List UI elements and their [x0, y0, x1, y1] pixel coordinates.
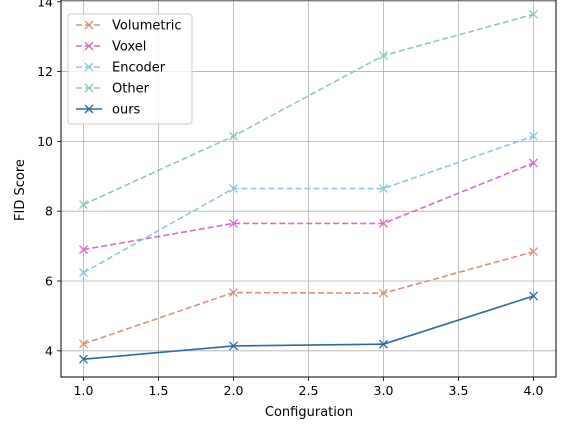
y-axis-label: FID Score [13, 159, 28, 221]
y-tick-label: 8 [45, 204, 53, 219]
x-tick-label: 2.5 [299, 383, 319, 398]
series-line-voxel [83, 162, 534, 251]
legend-item-ours: ours [76, 103, 141, 118]
series-lines [79, 9, 538, 364]
series-line-encoder [83, 135, 534, 274]
data-point-voxel [379, 218, 388, 228]
y-tick-label: 14 [37, 0, 53, 9]
data-point-volumetric [379, 288, 388, 298]
data-point-volumetric [529, 247, 538, 257]
data-point-ours [529, 291, 538, 301]
legend-item-voxel: Voxel [76, 40, 146, 55]
legend-label: Volumetric [112, 19, 182, 34]
data-point-encoder [79, 268, 88, 278]
data-point-volumetric [79, 339, 88, 349]
series-line-ours [83, 295, 534, 360]
x-tick-label: 4.0 [524, 383, 544, 398]
data-point-ours [79, 354, 88, 364]
data-point-other [379, 51, 388, 60]
y-tick-label: 6 [45, 274, 53, 289]
legend-item-volumetric: Volumetric [76, 19, 182, 34]
data-point-other [79, 200, 88, 210]
data-point-ours [229, 341, 238, 351]
series-volumetric [79, 247, 538, 349]
series-encoder [79, 131, 538, 278]
series-other [79, 9, 538, 210]
series-voxel [79, 158, 538, 255]
legend-label: Encoder [112, 61, 166, 76]
data-point-voxel [529, 158, 538, 168]
data-point-volumetric [229, 288, 238, 297]
legend: Volumetric Voxel Encoder Other ours [67, 13, 193, 125]
series-line-other [83, 13, 534, 206]
x-tick-label: 3.0 [374, 383, 394, 398]
legend-marker [84, 20, 94, 30]
x-tick-label: 2.0 [224, 383, 244, 398]
data-point-voxel [79, 245, 88, 255]
legend-label: Voxel [112, 40, 146, 55]
data-point-other [529, 9, 538, 19]
y-tick-label: 4 [45, 343, 53, 358]
legend-marker [84, 62, 94, 72]
legend-item-encoder: Encoder [76, 61, 166, 76]
axis-ticks: 1.0 1.5 2.0 2.5 3.0 3.5 4.0 4 6 8 10 12 14 [37, 0, 543, 398]
data-point-encoder [529, 131, 538, 141]
data-point-encoder [229, 184, 238, 193]
legend-label: Other [112, 82, 150, 97]
legend-marker [84, 104, 94, 114]
x-tick-label: 3.5 [449, 383, 469, 398]
y-tick-label: 10 [37, 134, 53, 149]
legend-item-other: Other [76, 82, 150, 97]
data-point-other [229, 131, 238, 141]
legend-marker [84, 83, 94, 93]
legend-box [67, 13, 193, 125]
legend-label: ours [112, 103, 141, 118]
data-point-ours [379, 339, 388, 349]
data-point-encoder [379, 184, 388, 193]
x-axis-label: Configuration [265, 405, 353, 420]
x-tick-label: 1.0 [74, 383, 94, 398]
series-ours [79, 291, 538, 364]
data-point-voxel [229, 218, 238, 228]
legend-marker [84, 41, 94, 51]
y-tick-label: 12 [37, 64, 53, 79]
x-tick-label: 1.5 [149, 383, 169, 398]
